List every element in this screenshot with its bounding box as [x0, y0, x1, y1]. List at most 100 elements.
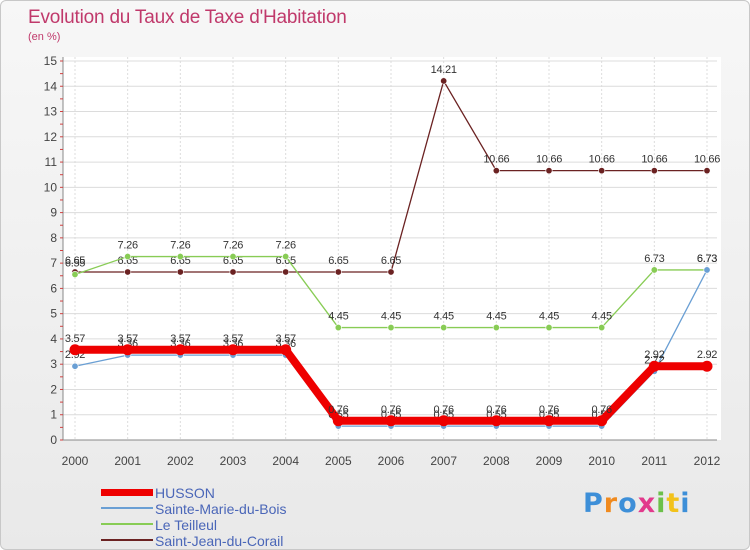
data-label-husson: 2.92: [697, 349, 717, 361]
data-point-saint-jean-du-corail[interactable]: [650, 167, 658, 175]
data-label-sainte-marie-du-bois: 6.73: [697, 253, 717, 265]
data-label-le-teilleul: 4.45: [539, 311, 559, 323]
x-tick-label: 2008: [483, 454, 510, 468]
y-tick-label: 13: [44, 105, 58, 119]
data-point-saint-jean-du-corail[interactable]: [334, 268, 342, 276]
data-label-saint-jean-du-corail: 6.65: [65, 255, 85, 267]
data-point-le-teilleul[interactable]: [71, 271, 79, 279]
data-label-le-teilleul: 4.45: [381, 311, 401, 323]
legend-swatch-sainte-marie-du-bois: [101, 507, 153, 509]
data-point-saint-jean-du-corail[interactable]: [492, 167, 500, 175]
data-point-saint-jean-du-corail[interactable]: [176, 268, 184, 276]
logo-letter: t: [666, 488, 681, 519]
y-tick-label: 6: [50, 281, 57, 295]
data-point-husson[interactable]: [701, 360, 713, 372]
data-label-saint-jean-du-corail: 6.65: [328, 255, 348, 267]
x-tick-label: 2001: [114, 454, 141, 468]
y-tick-label: 4: [50, 332, 57, 346]
y-tick-label: 5: [50, 307, 57, 321]
data-label-saint-jean-du-corail: 6.65: [170, 255, 190, 267]
y-tick-label: 11: [45, 155, 58, 169]
data-point-saint-jean-du-corail[interactable]: [545, 167, 553, 175]
legend-swatch-saint-jean-du-corail: [101, 539, 153, 541]
proxiti-logo: Proxiti: [583, 488, 691, 519]
data-point-husson[interactable]: [227, 344, 239, 356]
data-point-saint-jean-du-corail[interactable]: [703, 167, 711, 175]
data-point-saint-jean-du-corail[interactable]: [598, 167, 606, 175]
logo-letter: P: [583, 488, 604, 519]
data-label-husson: 3.57: [65, 333, 85, 345]
data-label-saint-jean-du-corail: 10.66: [641, 154, 667, 166]
data-point-saint-jean-du-corail[interactable]: [440, 77, 448, 85]
data-label-saint-jean-du-corail: 14.21: [431, 64, 457, 76]
data-point-saint-jean-du-corail[interactable]: [229, 268, 237, 276]
data-label-le-teilleul: 4.45: [592, 311, 612, 323]
data-point-sainte-marie-du-bois[interactable]: [703, 266, 711, 274]
data-label-husson: 0.76: [539, 404, 559, 416]
logo-letter: i: [656, 488, 667, 519]
logo-letter: x: [637, 488, 657, 519]
x-tick-label: 2010: [588, 454, 615, 468]
data-point-husson[interactable]: [490, 415, 502, 427]
data-point-le-teilleul[interactable]: [492, 324, 500, 332]
data-point-husson[interactable]: [648, 360, 660, 372]
x-tick-label: 2003: [220, 454, 247, 468]
data-point-husson[interactable]: [280, 344, 292, 356]
data-label-husson: 0.76: [434, 404, 454, 416]
data-point-le-teilleul[interactable]: [387, 324, 395, 332]
data-point-husson[interactable]: [596, 415, 608, 427]
legend-label-sainte-marie-du-bois: Sainte-Marie-du-Bois: [155, 501, 287, 517]
data-label-le-teilleul: 4.45: [486, 311, 506, 323]
x-tick-label: 2006: [378, 454, 405, 468]
data-point-le-teilleul[interactable]: [598, 324, 606, 332]
data-point-le-teilleul[interactable]: [176, 253, 184, 261]
data-label-le-teilleul: 6.73: [644, 253, 664, 265]
data-label-le-teilleul: 7.26: [118, 240, 138, 252]
x-tick-label: 2012: [694, 454, 721, 468]
data-point-husson[interactable]: [174, 344, 186, 356]
y-tick-label: 3: [50, 357, 57, 371]
data-label-husson: 2.92: [644, 349, 664, 361]
data-point-le-teilleul[interactable]: [282, 253, 290, 261]
data-point-le-teilleul[interactable]: [124, 253, 132, 261]
data-point-husson[interactable]: [438, 415, 450, 427]
legend-label-saint-jean-du-corail: Saint-Jean-du-Corail: [155, 533, 284, 549]
data-point-husson[interactable]: [385, 415, 397, 427]
data-point-saint-jean-du-corail[interactable]: [387, 268, 395, 276]
data-point-sainte-marie-du-bois[interactable]: [71, 362, 79, 370]
y-tick-label: 1: [50, 408, 57, 422]
x-tick-label: 2000: [62, 454, 89, 468]
data-point-le-teilleul[interactable]: [650, 266, 658, 274]
plot-area: [63, 57, 721, 440]
y-tick-label: 9: [50, 206, 57, 220]
y-tick-label: 15: [44, 54, 58, 68]
y-tick-label: 12: [44, 130, 58, 144]
data-point-husson[interactable]: [69, 344, 81, 356]
data-point-saint-jean-du-corail[interactable]: [124, 268, 132, 276]
data-label-saint-jean-du-corail: 6.65: [223, 255, 243, 267]
data-point-husson[interactable]: [543, 415, 555, 427]
data-label-le-teilleul: 6.73: [697, 253, 717, 265]
data-label-husson: 0.76: [486, 404, 506, 416]
data-label-le-teilleul: 7.26: [223, 240, 243, 252]
data-label-le-teilleul: 7.26: [170, 240, 190, 252]
data-point-husson[interactable]: [332, 415, 344, 427]
y-tick-label: 0: [50, 433, 57, 447]
y-tick-label: 7: [50, 256, 57, 270]
data-point-husson[interactable]: [122, 344, 134, 356]
legend-swatch-le-teilleul: [101, 523, 153, 525]
chart-subtitle: (en %): [28, 31, 61, 43]
data-point-saint-jean-du-corail[interactable]: [282, 268, 290, 276]
data-point-le-teilleul[interactable]: [229, 253, 237, 261]
x-tick-label: 2011: [641, 454, 667, 468]
data-label-le-teilleul: 7.26: [276, 240, 296, 252]
data-point-le-teilleul[interactable]: [545, 324, 553, 332]
data-label-husson: 0.76: [592, 404, 612, 416]
x-tick-label: 2007: [430, 454, 457, 468]
data-point-le-teilleul[interactable]: [334, 324, 342, 332]
data-label-husson: 0.76: [381, 404, 401, 416]
data-point-le-teilleul[interactable]: [440, 324, 448, 332]
data-label-le-teilleul: 4.45: [328, 311, 348, 323]
y-tick-label: 8: [50, 231, 57, 245]
